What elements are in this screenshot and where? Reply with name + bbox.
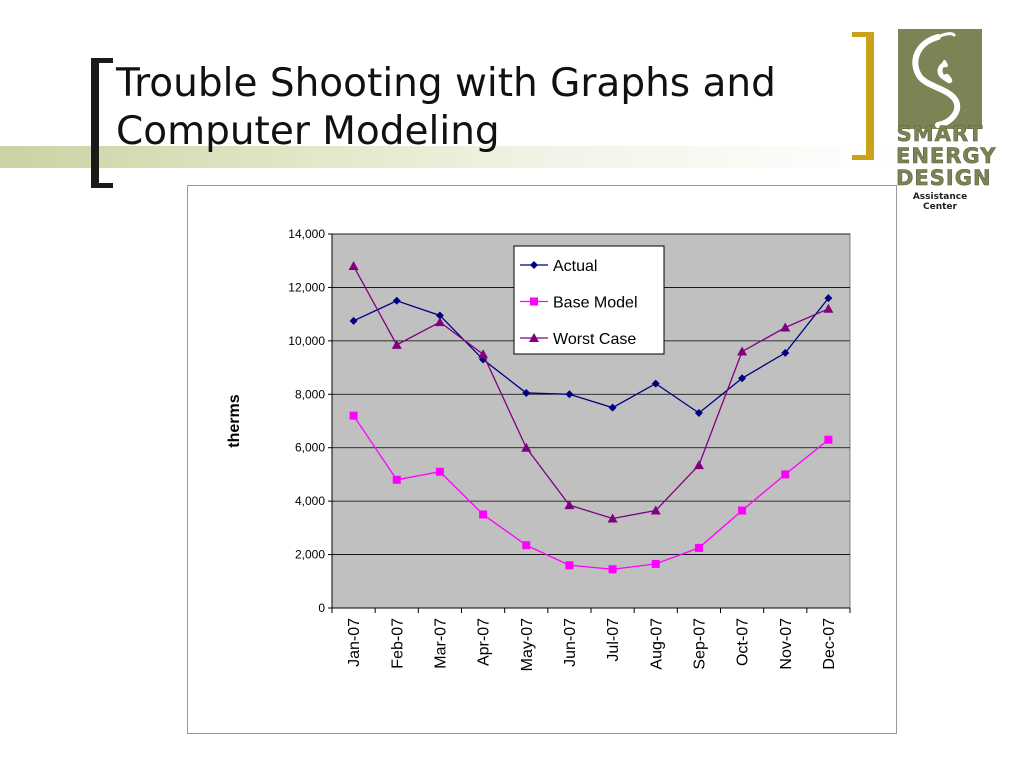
x-category-label: Jun-07 — [562, 618, 579, 667]
legend-marker-base-model — [530, 297, 538, 306]
data-point-base-model — [608, 565, 617, 574]
data-point-base-model — [824, 435, 833, 444]
data-point-actual — [651, 379, 660, 388]
data-point-actual — [435, 311, 444, 320]
data-point-actual — [349, 316, 358, 325]
legend-label-actual: Actual — [553, 258, 597, 275]
legend-marker-actual — [530, 261, 538, 269]
x-category-label: Dec-07 — [821, 618, 838, 670]
data-point-worst-case — [607, 513, 618, 523]
y-tick-label: 8,000 — [295, 387, 325, 401]
data-point-worst-case — [650, 505, 661, 515]
x-category-label: Jan-07 — [346, 618, 363, 667]
legend-label-base-model: Base Model — [553, 295, 638, 312]
data-point-base-model — [522, 541, 531, 550]
x-category-label: Aug-07 — [648, 618, 665, 670]
data-point-base-model — [781, 470, 790, 479]
y-tick-label: 10,000 — [288, 334, 325, 348]
data-point-actual — [392, 296, 401, 305]
data-point-actual — [738, 374, 747, 383]
therms-line-chart: 0 2,000 4,000 6,000 8,000 10,000 12,000 14,000 J… — [226, 227, 851, 671]
logo-text-energy: ENERGY — [896, 144, 997, 168]
data-point-base-model — [349, 411, 358, 420]
x-category-label: Oct-07 — [735, 618, 752, 666]
data-point-worst-case — [521, 442, 532, 452]
data-point-worst-case — [434, 317, 445, 327]
slide-title: Trouble Shooting with Graphs and Compute… — [116, 60, 876, 156]
data-point-actual — [522, 388, 531, 397]
x-category-label: Jul-07 — [605, 618, 622, 662]
data-point-actual — [694, 408, 703, 417]
smart-energy-design-logo: SMART ENERGY DESIGN Assistance Center — [896, 16, 997, 212]
legend-box — [513, 245, 665, 355]
data-point-worst-case — [823, 303, 834, 313]
legend-marker-worst-case — [529, 333, 539, 342]
data-point-base-model — [694, 543, 703, 552]
y-tick-label: 6,000 — [295, 441, 325, 455]
phone-swirl-icon — [912, 32, 961, 128]
logo-text-smart: SMART — [896, 122, 984, 146]
data-point-worst-case — [478, 349, 489, 359]
series-line-actual — [353, 297, 829, 414]
data-point-base-model — [479, 510, 488, 519]
data-point-worst-case — [348, 261, 359, 271]
data-point-worst-case — [780, 322, 791, 332]
logo-subtitle: Assistance Center — [912, 192, 968, 212]
data-point-worst-case — [693, 460, 704, 470]
title-underline-stripe — [0, 146, 900, 168]
x-category-label: May-07 — [519, 618, 536, 671]
right-bracket-decoration — [852, 32, 874, 160]
data-point-actual — [479, 355, 488, 364]
y-tick-label: 4,000 — [295, 494, 325, 508]
y-tick-label: 14,000 — [288, 227, 325, 241]
data-point-base-model — [738, 506, 747, 515]
slide-title-line-1: Trouble Shooting with Graphs and — [116, 61, 776, 106]
data-point-base-model — [651, 559, 660, 568]
x-category-label: Apr-07 — [476, 618, 493, 666]
left-bracket-decoration — [91, 58, 113, 188]
y-axis-title: therms — [226, 394, 243, 447]
series-line-worst-case — [353, 265, 829, 520]
data-point-actual — [781, 348, 790, 357]
x-category-label: Nov-07 — [778, 618, 795, 670]
x-category-label: Sep-07 — [692, 618, 709, 670]
logo-text-design: DESIGN — [896, 166, 992, 190]
data-point-base-model — [565, 561, 574, 570]
x-category-label: Feb-07 — [389, 618, 406, 669]
legend-label-worst-case: Worst Case — [553, 331, 636, 348]
y-tick-label: 12,000 — [288, 280, 325, 294]
y-tick-label: 0 — [318, 601, 325, 615]
data-point-worst-case — [564, 500, 575, 510]
logo-badge — [898, 29, 982, 129]
data-point-worst-case — [737, 346, 748, 356]
data-point-worst-case — [391, 339, 402, 349]
data-point-actual — [608, 403, 617, 412]
data-point-base-model — [435, 467, 444, 476]
slide-title-line-2: Computer Modeling — [116, 109, 500, 154]
series-line-base-model — [353, 415, 829, 570]
y-tick-label: 2,000 — [295, 548, 325, 562]
data-point-actual — [565, 390, 574, 399]
x-category-label: Mar-07 — [433, 618, 450, 669]
data-point-base-model — [392, 475, 401, 484]
data-point-actual — [824, 294, 833, 303]
